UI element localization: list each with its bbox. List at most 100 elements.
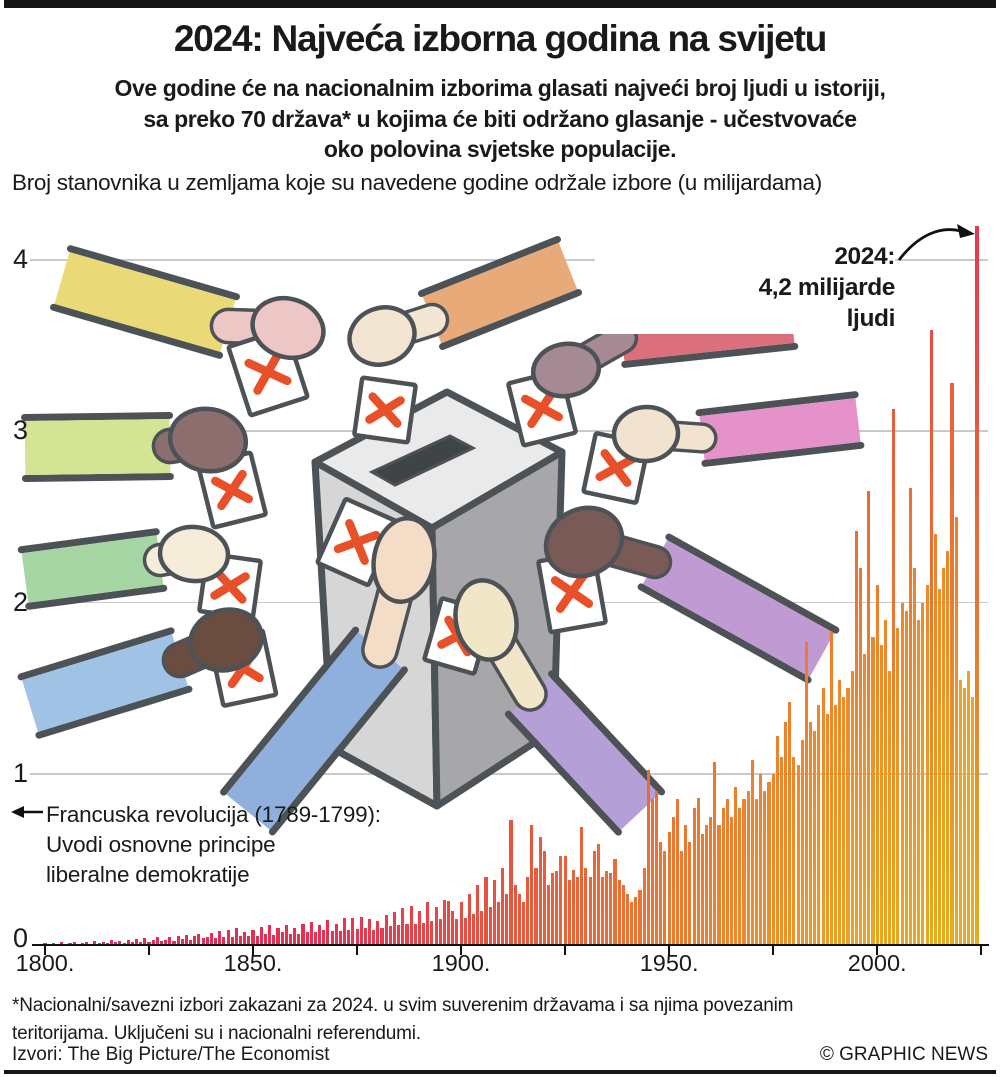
- arm-steel-blue-ballot: [315, 497, 399, 587]
- bar-1836: [193, 936, 197, 945]
- bar-1916: [526, 876, 530, 945]
- bar-1858: [284, 925, 288, 945]
- bar-1942: [634, 897, 638, 945]
- bar-1887: [405, 924, 409, 945]
- bar-2015: [938, 588, 942, 945]
- y-tick-label-0: 0: [12, 923, 28, 953]
- bar-1919: [538, 837, 542, 945]
- bar-1926: [567, 879, 571, 945]
- bar-2020: [958, 679, 962, 945]
- french-revolution-line-3: liberalne demokratije: [46, 862, 250, 887]
- bar-1991: [838, 679, 842, 945]
- gridline-2: [30, 601, 988, 604]
- bar-1847: [239, 935, 243, 945]
- bar-1826: [151, 940, 155, 945]
- bar-1998: [867, 491, 871, 945]
- bar-1869: [330, 931, 334, 945]
- bar-1877: [363, 927, 367, 945]
- bar-1968: [742, 799, 746, 945]
- bar-1860: [293, 927, 297, 945]
- bar-1983: [804, 641, 808, 945]
- x-tick-1850: [251, 946, 255, 955]
- bar-1875: [355, 928, 359, 945]
- bar-2019: [954, 516, 958, 945]
- bar-1972: [759, 773, 763, 945]
- bar-2023: [971, 696, 975, 945]
- bar-1810: [85, 941, 89, 945]
- bar-2009: [913, 568, 917, 945]
- bar-1832: [176, 935, 180, 945]
- bar-2004: [892, 408, 896, 945]
- bar-1908: [492, 879, 496, 945]
- y-tick-label-2: 2: [12, 586, 28, 617]
- bar-1863: [305, 932, 309, 945]
- bar-2014: [933, 534, 937, 945]
- bar-1941: [630, 902, 634, 945]
- x-tick-1925: [563, 946, 567, 955]
- x-tick-1825: [147, 946, 151, 955]
- gridline-3: [30, 430, 988, 433]
- bar-1825: [147, 941, 151, 945]
- bar-2022: [967, 671, 971, 945]
- bar-1852: [259, 927, 263, 945]
- french-revolution-line-2: Uvodi osnovne principe: [46, 832, 276, 857]
- bar-1980: [792, 756, 796, 945]
- bar-1939: [621, 885, 625, 945]
- bar-1981: [796, 765, 800, 945]
- bar-1915: [521, 902, 526, 945]
- bar-1837: [197, 933, 201, 945]
- bar-1964: [725, 799, 729, 945]
- left-arrow-icon: [11, 806, 43, 818]
- bar-1831: [172, 940, 176, 945]
- subtitle-line-3: oko polovina svjetske populacije.: [323, 136, 677, 162]
- footnote-line-2: teritorijama. Uključeni su i nacionalni …: [12, 1022, 421, 1044]
- bar-1932: [592, 850, 596, 945]
- bar-1885: [397, 925, 401, 945]
- bar-1874: [351, 917, 355, 945]
- bar-1822: [134, 939, 139, 945]
- x-tick-2025: [980, 946, 983, 955]
- bar-1996: [858, 568, 863, 945]
- bar-1840: [209, 933, 213, 945]
- bar-1838: [201, 938, 205, 945]
- x-tick-1875: [355, 946, 359, 955]
- bar-1949: [663, 850, 667, 945]
- bar-1841: [214, 938, 218, 945]
- french-revolution-line-1: Francuska revolucija (1789-1799):: [46, 802, 381, 827]
- bar-1870: [334, 924, 338, 945]
- peak-annotation-line-3: ljudi: [846, 305, 896, 332]
- bar-1834: [184, 934, 188, 945]
- bar-1868: [326, 920, 330, 945]
- bar-1909: [496, 902, 501, 945]
- arm-violet-ballot: [536, 549, 608, 635]
- bar-1987: [821, 688, 825, 945]
- graphic-news-credit: © GRAPHIC NEWS: [819, 1044, 988, 1065]
- bar-1924: [559, 855, 563, 945]
- bar-1872: [343, 918, 347, 945]
- arm-orange: [347, 236, 583, 445]
- peak-annotation: 2024: 4,2 milijarde ljudi: [595, 241, 895, 334]
- peak-annotation-line-2: 4,2 milijarde: [758, 274, 896, 301]
- bar-1827: [155, 937, 159, 945]
- bar-1857: [280, 932, 284, 945]
- bar-1896: [442, 900, 446, 945]
- bar-1984: [809, 722, 813, 945]
- bar-2018: [950, 383, 954, 945]
- x-axis-line: [32, 943, 989, 947]
- bottom-border-bar: [4, 1070, 996, 1074]
- arm-yellow: [50, 245, 326, 418]
- ballot-box-slot: [368, 434, 477, 487]
- chart-descriptor: Broj stanovnika u zemljama koje su naved…: [12, 170, 822, 195]
- bar-1890: [417, 910, 421, 945]
- bar-1921: [546, 885, 550, 945]
- bar-1862: [301, 923, 305, 945]
- bar-2012: [925, 585, 929, 945]
- bar-1923: [555, 871, 559, 945]
- arm-yellow-ballot: [226, 326, 310, 418]
- bar-1974: [767, 782, 771, 945]
- x-tick-label-2000: 2000.: [847, 950, 907, 976]
- bar-1904: [476, 885, 480, 945]
- bar-1835: [189, 939, 193, 945]
- source-credit: Izvori: The Big Picture/The Economist: [12, 1044, 330, 1065]
- bar-1995: [854, 530, 858, 945]
